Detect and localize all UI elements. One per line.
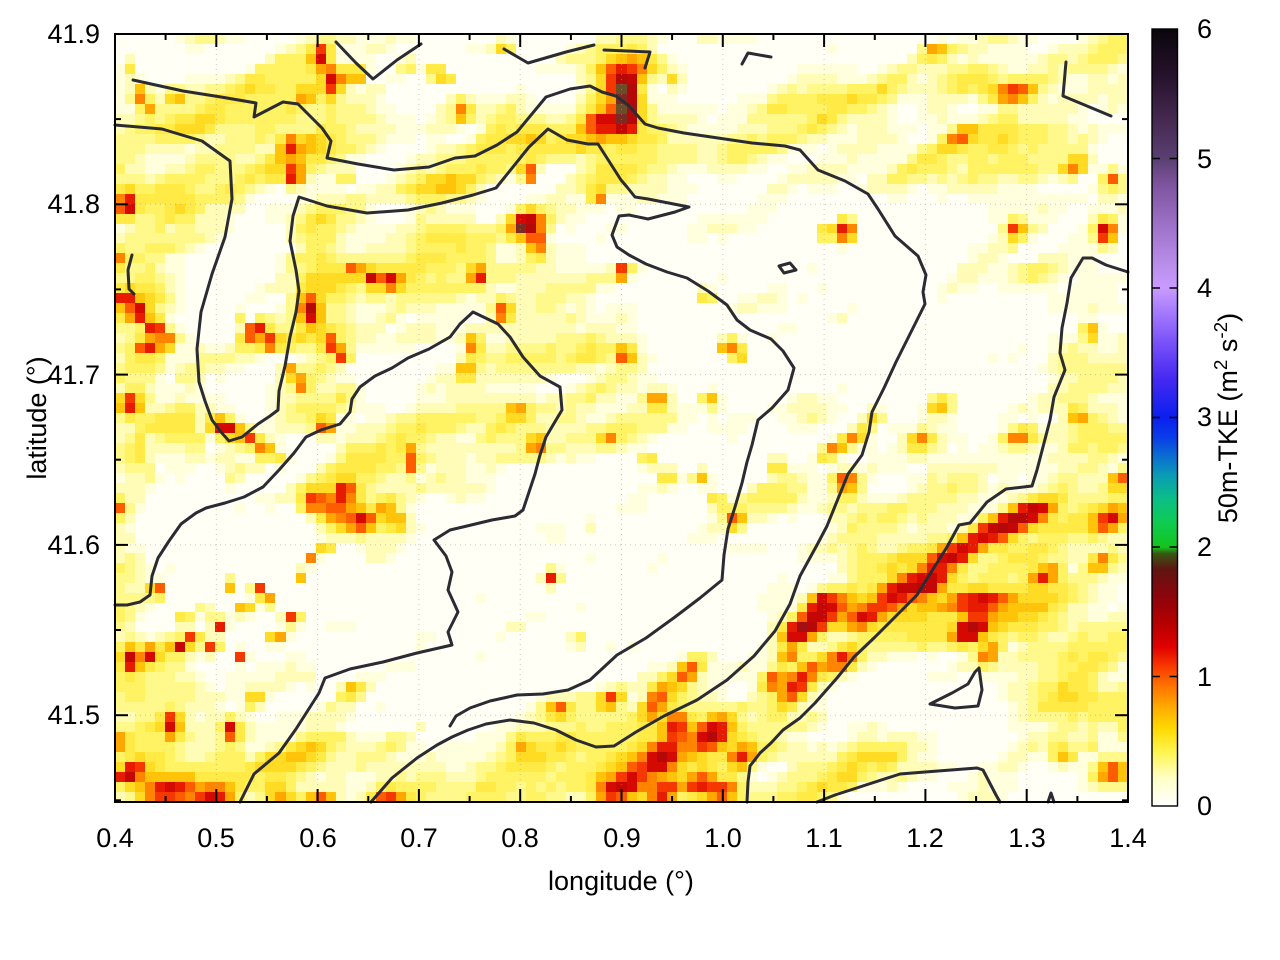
- svg-text:0.6: 0.6: [299, 823, 337, 853]
- svg-text:1.0: 1.0: [704, 823, 742, 853]
- svg-text:5: 5: [1197, 144, 1212, 174]
- svg-text:0: 0: [1197, 791, 1212, 821]
- svg-text:0.9: 0.9: [603, 823, 641, 853]
- svg-text:1.2: 1.2: [906, 823, 944, 853]
- svg-text:0.8: 0.8: [501, 823, 539, 853]
- svg-text:1.3: 1.3: [1008, 823, 1046, 853]
- svg-text:41.8: 41.8: [47, 189, 100, 219]
- svg-text:41.6: 41.6: [47, 530, 100, 560]
- svg-text:41.7: 41.7: [47, 360, 100, 390]
- svg-text:50m-TKE (m2 s-2): 50m-TKE (m2 s-2): [1211, 313, 1243, 523]
- svg-text:0.7: 0.7: [400, 823, 438, 853]
- svg-text:2: 2: [1197, 532, 1212, 562]
- svg-text:3: 3: [1197, 402, 1212, 432]
- svg-text:0.4: 0.4: [96, 823, 134, 853]
- svg-text:0.5: 0.5: [197, 823, 235, 853]
- svg-text:4: 4: [1197, 273, 1212, 303]
- svg-text:longitude (°): longitude (°): [548, 866, 694, 896]
- svg-text:1: 1: [1197, 662, 1212, 692]
- svg-text:6: 6: [1197, 14, 1212, 44]
- svg-text:41.5: 41.5: [47, 700, 100, 730]
- svg-text:1.1: 1.1: [805, 823, 843, 853]
- svg-text:latitude (°): latitude (°): [22, 356, 52, 479]
- svg-text:41.9: 41.9: [47, 19, 100, 49]
- svg-text:1.4: 1.4: [1109, 823, 1147, 853]
